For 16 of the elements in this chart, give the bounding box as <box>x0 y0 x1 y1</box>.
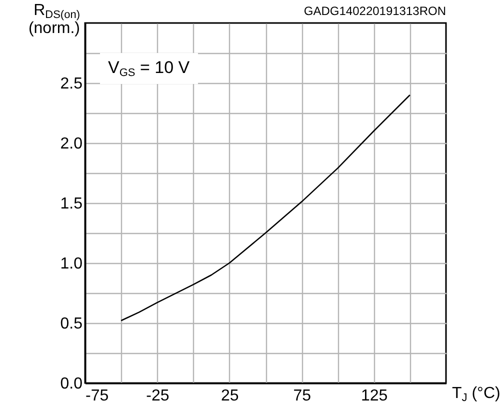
y-tick-label: 2.0 <box>60 136 83 152</box>
x-tick-label: -75 <box>86 388 109 404</box>
annotation: V$_{GS}$ = 10 V <box>100 53 198 84</box>
x-tick-label: -25 <box>146 388 170 404</box>
y-axis-title: R$_{DS(on)}$ (norm.) <box>27 2 80 38</box>
text: GADG140220191313RON <box>304 4 446 18</box>
x-tick-label: 75 <box>293 388 312 404</box>
line-series <box>120 94 411 322</box>
y-tick-label: 0.0 <box>60 376 83 392</box>
x-axis-title: T$_{J}$ (°C) <box>452 385 500 404</box>
y-tick-label: 0.5 <box>60 316 83 332</box>
x-tick-label: 125 <box>360 388 388 404</box>
x-tick-label: 25 <box>221 388 239 404</box>
y-tick-label: 1.5 <box>60 196 83 212</box>
y-tick-label: 2.5 <box>60 76 83 92</box>
y-tick-label: 1.0 <box>60 256 83 272</box>
